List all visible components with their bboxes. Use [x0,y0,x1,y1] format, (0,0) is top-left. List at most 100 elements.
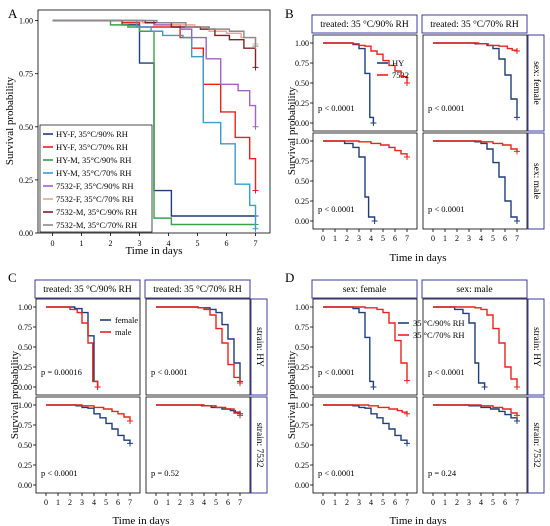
panel-d-facets: 0.00 0.25 0.50 0.75 1.00 0.00 0.25 0.50 0.75 1.00… [295,298,528,507]
p-value-c3: p < 0.0001 [41,468,78,478]
x-tick-label: 7 [405,498,409,507]
x-tick-label: 7 [238,498,242,507]
y-tick-label: 1.00 [18,401,32,410]
series-line-male [46,404,131,421]
legend-label-a2: HY-F, 35°C/70% RH [56,142,128,152]
x-tick-label: 3 [357,234,361,243]
panel-a: 0.00 0.25 0.50 0.75 1.00 0 1 2 3 4 5 6 7 Survival p… [4,9,271,257]
series-line-35-c-90-rh [433,306,486,387]
series-line-35-c-90-rh [323,404,408,444]
p-value-b1: p < 0.0001 [318,103,355,113]
censor-mark-hy-m-35-c-70-rh [252,225,259,232]
legend-label-female: female [115,315,138,325]
x-tick-label: 4 [92,498,96,507]
censor-mark-male [127,418,133,424]
censor-mark-7532 [404,154,410,160]
censor-mark-35-c-90-rh [481,384,488,390]
facet-title: sex: female [343,284,387,295]
x-tick-label: 0 [44,498,48,507]
y-tick-label: 1.00 [19,17,33,26]
panel-b-y-title: Survival probability [286,86,298,175]
facet-header-box [421,279,528,299]
panel-d-x-title: Time in days [389,515,446,526]
y-tick-label: 1.00 [18,303,32,312]
y-tick-label: 0.75 [295,157,309,166]
y-tick-label: 0.25 [295,461,309,470]
legend-label-a8: 7532-M, 35°C/70% RH [56,220,137,230]
panel-a-y-title: Survival probability [4,76,16,165]
censor-mark-female [127,440,133,447]
facet-header-box [421,14,528,34]
x-tick-label: 6 [116,498,120,507]
y-tick-label: 0.00 [19,229,33,238]
x-tick-label: 1 [166,498,170,507]
series-line-35-c-70-rh [323,306,408,381]
panel-c-legend: female male [100,315,138,337]
x-tick-label: 0 [51,239,55,248]
censor-mark-hy-f-35-c-70-rh [252,187,259,194]
panel-c-facet-header-2: treated: 35 °C/70% RH [144,279,251,299]
series-line-male [156,306,241,383]
x-tick-label: 0 [154,498,158,507]
y-tick-label: 0.50 [18,343,32,352]
x-tick-label: 3 [467,498,471,507]
censor-mark-male [237,412,243,419]
strip-box [527,34,545,132]
x-tick-label: 4 [479,498,483,507]
x-tick-label: 7 [254,239,258,248]
p-value-d3: p < 0.0001 [318,468,355,478]
strip-box [527,298,545,396]
censor-mark-7532-m-35-c-70-rh [252,43,259,50]
x-tick-label: 4 [479,234,483,243]
x-tick-label: 3 [138,239,142,248]
x-tick-label: 2 [178,498,182,507]
censor-mark-hy [371,218,378,224]
p-value-c2: p < 0.0001 [151,367,188,377]
panel-a-y-ticks: 0.00 0.25 0.50 0.75 1.00 [19,17,38,238]
x-tick-label: 6 [393,234,397,243]
y-tick-label: 0.00 [18,383,32,392]
facet-frame [422,298,528,396]
panel-c: treated: 35 °C/90% RH treated: 35 °C/70%… [9,279,268,526]
x-tick-label: 3 [190,498,194,507]
y-tick-label: 1.00 [295,137,309,146]
strip-label: strain: 7532 [531,422,541,467]
panel-d: sex: female sex: male strain: HY strain:… [286,279,545,526]
y-tick-label: 0.75 [295,323,309,332]
panel-b-strip-1: sex: female [527,34,545,132]
x-tick-label: 3 [467,234,471,243]
p-value-b4: p < 0.0001 [428,204,465,214]
y-tick-label: 0.75 [295,59,309,68]
x-tick-label: 5 [196,239,200,248]
legend-label-70rh: 35 °C/70% RH [413,330,465,340]
censor-mark-7532 [514,148,520,155]
panel-d-legend: 35 °C/90% RH 35 °C/70% RH [398,318,465,340]
strip-box [527,132,545,230]
x-tick-label: 1 [333,498,337,507]
legend-label-hy: HY [392,58,404,68]
panel-b-strip-2: sex: male [527,132,545,230]
panel-d-y-title: Survival probability [286,350,298,439]
series-line-hy-m-35-c-90-rh [52,19,256,226]
censor-mark-male [94,384,101,390]
p-value-d1: p < 0.0001 [318,367,355,377]
x-tick-label: 7 [405,234,409,243]
p-value-b2: p < 0.0001 [428,103,465,113]
panel-b-facets: 0.00 0.25 0.50 0.75 1.00 0.00 0.25 0.50 0.75 1.00… [295,34,528,243]
x-tick-label: 6 [503,498,507,507]
facet-frame [312,396,418,494]
x-tick-label: 4 [202,498,206,507]
facet-frame [145,298,251,396]
series-line-35-c-70-rh [323,404,408,414]
x-tick-label: 5 [104,498,108,507]
legend-label-a6: 7532-F, 35°C/70% RH [56,194,134,204]
series-line-hy-m-35-c-70-rh [52,19,257,229]
series-line-35-c-70-rh [433,404,518,416]
facet-title: sex: male [456,285,492,295]
x-tick-label: 0 [321,498,325,507]
censor-mark-hy [370,120,377,126]
strip-label: sex: female [531,61,542,105]
x-tick-label: 5 [491,498,495,507]
legend-label-a5: 7532-F, 35°C/90% RH [56,181,134,191]
